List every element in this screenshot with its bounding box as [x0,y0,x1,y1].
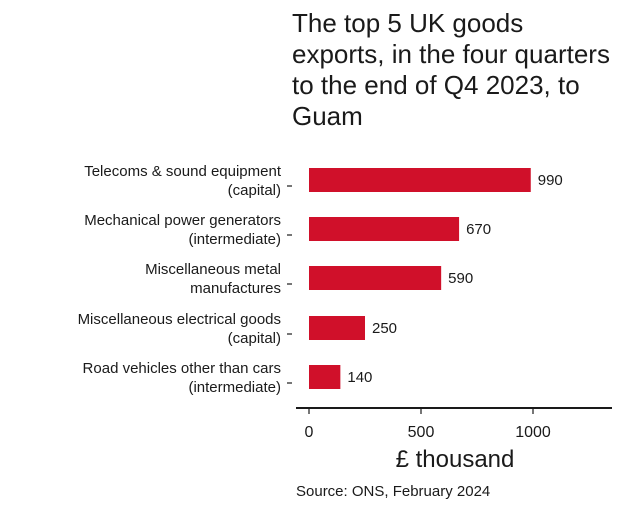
value-label: 990 [538,172,563,189]
chart-title: The top 5 UK goods exports, in the four … [292,8,610,131]
x-tick-label: 0 [305,424,314,441]
category-label: (capital) [228,182,281,199]
category-label: Telecoms & sound equipment [84,163,282,180]
value-label: 250 [372,320,397,337]
category-label: (intermediate) [188,379,281,396]
x-tick-label: 500 [408,424,435,441]
x-axis-label: £ thousand [395,446,515,473]
category-label: Mechanical power generators [84,212,281,229]
value-label: 590 [448,270,473,287]
category-label: (intermediate) [188,231,281,248]
x-tick-label: 1000 [515,424,551,441]
value-label: 140 [347,369,372,386]
category-label: (capital) [228,330,281,347]
category-label: Road vehicles other than cars [83,360,281,377]
bar [309,168,531,192]
bar [309,217,460,241]
value-label: 670 [466,221,491,238]
category-label: Miscellaneous electrical goods [78,311,281,328]
bar [309,266,442,290]
bar [309,316,365,340]
bar [309,365,341,389]
category-label: Miscellaneous metal [145,261,281,278]
source-note: Source: ONS, February 2024 [296,483,491,500]
category-label: manufactures [190,280,281,297]
